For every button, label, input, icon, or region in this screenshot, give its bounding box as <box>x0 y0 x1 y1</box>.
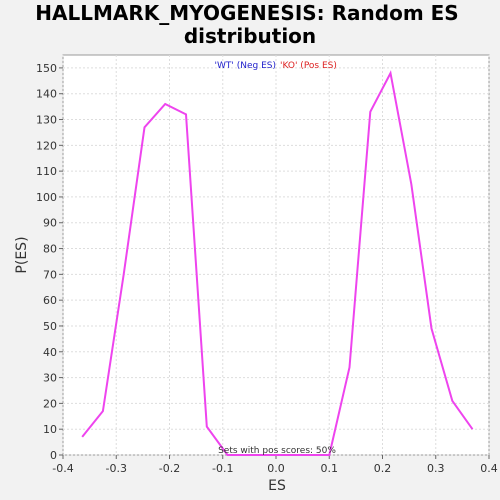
y-tick-label: 100 <box>36 191 57 204</box>
x-tick-label: -0.4 <box>52 462 73 475</box>
y-tick-label: 30 <box>43 372 57 385</box>
x-tick-label: 0.4 <box>480 462 498 475</box>
y-axis: 0 10 20 30 40 50 60 70 80 90 100 110 120 130 140 150 <box>36 62 63 462</box>
y-tick-label: 120 <box>36 139 57 152</box>
y-tick-label: 20 <box>43 397 57 410</box>
x-tick-label: 0.1 <box>321 462 339 475</box>
chart-title-line-1: HALLMARK_MYOGENESIS: Random ES <box>35 1 458 25</box>
x-tick-label: 0.0 <box>267 462 285 475</box>
legend-item-wt: 'WT' (Neg ES) <box>215 61 276 71</box>
y-tick-label: 40 <box>43 346 57 359</box>
y-tick-label: 150 <box>36 62 57 75</box>
x-tick-label: 0.2 <box>374 462 392 475</box>
y-tick-label: 130 <box>36 114 57 127</box>
y-axis-label: P(ES) <box>14 236 30 273</box>
x-axis-label: ES <box>268 478 286 494</box>
x-tick-label: 0.3 <box>427 462 445 475</box>
chart-title-line-2: distribution <box>184 24 316 48</box>
x-tick-label: -0.2 <box>159 462 180 475</box>
annotation: Sets with pos scores: 50% <box>218 446 336 456</box>
x-tick-label: -0.3 <box>106 462 127 475</box>
y-tick-label: 140 <box>36 88 57 101</box>
y-tick-label: 90 <box>43 217 57 230</box>
y-tick-label: 80 <box>43 243 57 256</box>
y-tick-label: 70 <box>43 268 57 281</box>
series-line <box>81 70 474 456</box>
legend-item-ko: 'KO' (Pos ES) <box>280 61 337 71</box>
y-tick-label: 0 <box>50 449 57 462</box>
y-tick-label: 110 <box>36 165 57 178</box>
x-axis: -0.4 -0.3 -0.2 -0.1 0.0 0.1 0.2 0.3 0.4 <box>52 455 498 475</box>
y-tick-label: 50 <box>43 320 57 333</box>
y-tick-label: 60 <box>43 294 57 307</box>
x-tick-label: -0.1 <box>212 462 233 475</box>
y-tick-label: 10 <box>43 423 57 436</box>
